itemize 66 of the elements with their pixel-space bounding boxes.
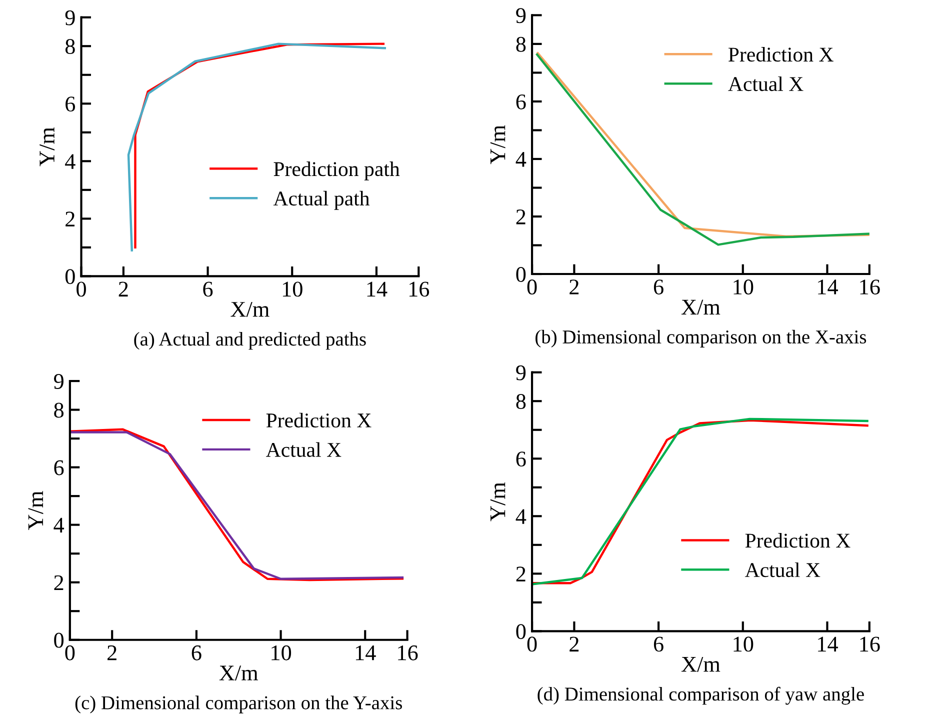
y-tick-label: 6: [66, 96, 76, 112]
y-axis-title: Y/m: [490, 482, 506, 522]
x-tick-label: 14: [356, 645, 376, 660]
x-tick-label: 6: [654, 280, 664, 295]
y-tick-label: 6: [516, 94, 526, 110]
x-tick-label: 14: [367, 282, 388, 296]
text: (a) Actual and predicted paths: [134, 332, 366, 350]
y-tick-label: 4: [65, 154, 76, 169]
y-tick-label: 8: [516, 394, 526, 410]
y-tick-label: 4: [516, 509, 526, 524]
legend-label: Actual X: [728, 76, 804, 92]
x-tick-label: 0: [527, 636, 537, 652]
y-axis-title: Y/m: [490, 125, 506, 164]
legend-label: Actual X: [744, 562, 820, 578]
x-tick-label: 2: [108, 645, 116, 660]
x-axis-title: X/m: [219, 666, 258, 681]
text: (d) Dimensional comparison of yaw angle: [538, 686, 864, 705]
y-tick-label: 9: [54, 374, 64, 389]
y-tick-label: 2: [66, 212, 74, 226]
y-tick-label: 2: [54, 575, 64, 590]
x-tick-label: 10: [282, 282, 302, 297]
legend-label: Prediction X: [745, 533, 850, 548]
y-tick-label: 2: [516, 566, 526, 582]
x-tick-label: 16: [398, 645, 418, 660]
x-tick-label: 0: [527, 280, 537, 295]
text: (c) Dimensional comparison on the Y-axis: [75, 696, 402, 714]
x-tick-label: 0: [76, 282, 86, 297]
y-tick-label: 0: [516, 266, 526, 282]
x-tick-label: 10: [272, 645, 292, 660]
x-tick-label: 6: [192, 645, 202, 660]
x-axis-title: X/m: [230, 302, 270, 317]
x-tick-label: 2: [570, 280, 579, 294]
legend-label: Actual X: [266, 442, 342, 457]
y-tick-label: 2: [516, 209, 526, 224]
y-tick-label: 8: [65, 39, 75, 54]
x-tick-label: 6: [203, 282, 213, 297]
x-axis-title: X/m: [681, 300, 720, 315]
y-tick-label: 4: [516, 152, 526, 167]
x-tick-label: 2: [118, 282, 128, 296]
x-tick-label: 14: [818, 280, 838, 294]
y-axis-title: Y/m: [28, 491, 44, 530]
x-axis-title: X/m: [681, 656, 720, 672]
legend-label: Prediction X: [266, 412, 372, 428]
x-tick-label: 10: [734, 636, 754, 652]
x-tick-label: 16: [409, 282, 430, 297]
y-axis-title: Y/m: [40, 127, 55, 166]
x-tick-label: 16: [860, 280, 880, 295]
legend-label: Actual path: [273, 190, 370, 210]
y-tick-label: 4: [54, 518, 64, 533]
x-tick-label: 14: [818, 636, 838, 652]
y-tick-label: 8: [516, 36, 526, 52]
y-tick-label: 9: [516, 8, 526, 24]
y-tick-label: 8: [54, 402, 64, 418]
y-tick-label: 6: [54, 460, 64, 476]
y-tick-label: 0: [65, 269, 75, 284]
legend-label: Prediction path: [274, 161, 400, 180]
y-tick-label: 9: [65, 10, 75, 26]
x-tick-label: 2: [570, 636, 579, 652]
y-tick-label: 6: [516, 452, 526, 467]
x-tick-label: 10: [734, 280, 754, 295]
legend-label: Prediction X: [728, 47, 834, 62]
text: (b) Dimensional comparison on the X-axis: [536, 330, 866, 348]
y-tick-label: 9: [516, 365, 526, 380]
y-tick-label: 0: [516, 624, 526, 640]
x-tick-label: 6: [654, 636, 664, 652]
x-tick-label: 16: [860, 636, 880, 652]
